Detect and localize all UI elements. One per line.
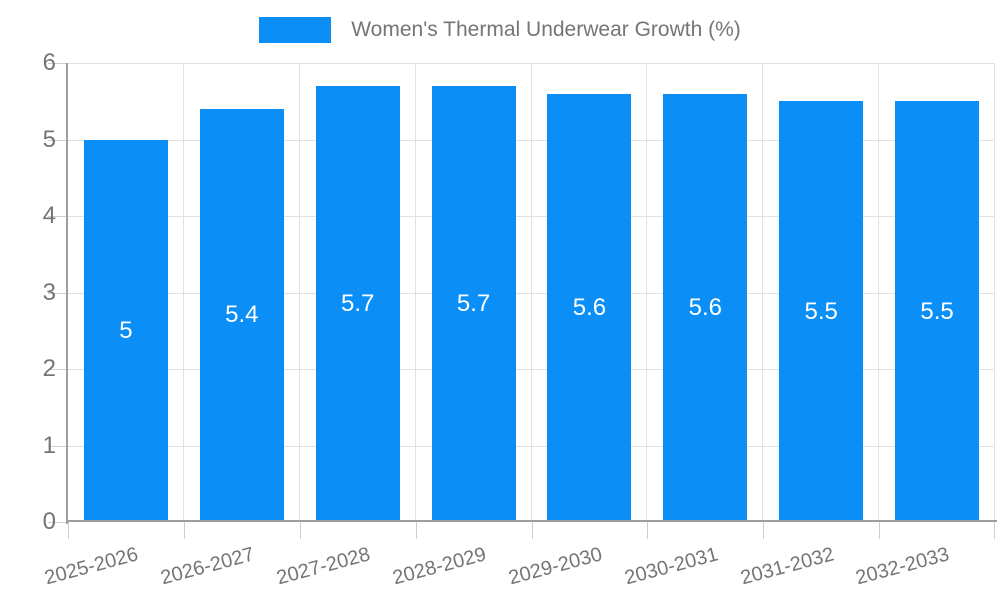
x-tick-label: 2026-2027	[158, 543, 257, 590]
y-tick-mark	[48, 369, 68, 370]
x-tick-mark	[415, 522, 417, 539]
bar-value-label: 5.7	[341, 289, 375, 317]
x-tick-mark	[763, 522, 765, 539]
y-tick-mark	[48, 522, 68, 523]
gridline-horizontal	[68, 369, 995, 370]
y-tick-label: 4	[42, 202, 56, 229]
y-tick-label: 0	[42, 508, 56, 535]
y-tick-label: 1	[42, 431, 56, 459]
gridline-vertical	[878, 63, 880, 522]
x-tick-label: 2025-2026	[42, 543, 141, 590]
gridline-vertical	[762, 63, 764, 522]
gridline-vertical	[646, 63, 648, 522]
x-tick-mark	[531, 522, 533, 539]
y-tick-mark	[48, 139, 68, 141]
x-tick-label: 2028-2029	[390, 543, 489, 590]
y-tick-label: 3	[42, 278, 56, 306]
x-tick-label: 2031-2032	[737, 543, 837, 590]
x-tick-label: 2029-2030	[506, 543, 605, 590]
y-tick-mark	[48, 445, 68, 447]
y-tick-label: 6	[42, 49, 56, 76]
legend: Women's Thermal Underwear Growth (%)	[0, 17, 1000, 43]
gridline-horizontal	[68, 139, 995, 141]
x-axis-line	[66, 520, 997, 522]
gridline-horizontal	[68, 63, 995, 64]
x-tick-label: 2030-2031	[622, 543, 721, 590]
bar	[547, 93, 632, 522]
x-tick-mark	[299, 522, 301, 539]
gridline-vertical	[530, 63, 532, 522]
x-tick-label: 2032-2033	[853, 543, 952, 590]
y-axis-line	[66, 63, 68, 524]
bar-value-label: 5.5	[920, 297, 954, 325]
plot-area: 5 5.4 5.7 5.7 5.6 5.6 5.5 5.5	[48, 63, 995, 539]
x-tick-label: 2027-2028	[274, 543, 373, 590]
x-tick-mark	[68, 522, 69, 539]
y-tick-label: 5	[42, 125, 56, 153]
bar-value-label: 5.6	[572, 293, 607, 321]
legend-swatch	[259, 17, 332, 43]
bar-value-label: 5.5	[804, 297, 838, 325]
x-tick-mark	[183, 522, 185, 539]
gridline-vertical	[298, 63, 300, 522]
bar	[83, 139, 168, 522]
y-tick-label: 2	[42, 355, 56, 382]
gridline-horizontal	[68, 216, 995, 217]
bar	[779, 101, 864, 522]
x-tick-mark	[994, 522, 995, 539]
bar-value-label: 5.7	[456, 289, 491, 317]
bar-value-label: 5.6	[688, 293, 722, 321]
bar	[663, 93, 748, 522]
y-tick-mark	[48, 292, 68, 294]
gridline-vertical	[994, 63, 995, 522]
gridline-horizontal	[68, 292, 995, 294]
bar-value-label: 5.4	[225, 301, 259, 329]
y-tick-mark	[48, 63, 68, 64]
bar	[431, 85, 516, 522]
legend-label: Women's Thermal Underwear Growth (%)	[351, 18, 741, 41]
bar-value-label: 5	[119, 316, 133, 344]
y-tick-mark	[48, 216, 68, 217]
gridline-vertical	[182, 63, 184, 522]
bar	[895, 101, 980, 522]
gridline-horizontal	[68, 445, 995, 447]
bar	[315, 85, 400, 522]
x-tick-mark	[647, 522, 649, 539]
gridline-vertical	[414, 63, 416, 522]
x-tick-mark	[879, 522, 881, 539]
bar	[199, 108, 284, 522]
